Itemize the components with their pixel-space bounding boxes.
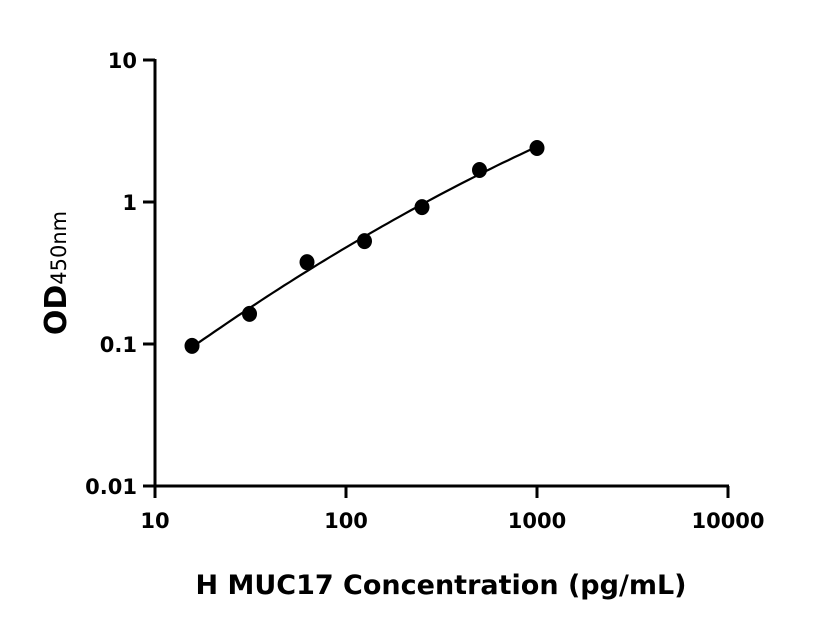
data-point bbox=[414, 199, 430, 216]
data-point bbox=[529, 140, 545, 157]
y-tick-label: 10 bbox=[108, 49, 137, 73]
data-point bbox=[357, 233, 373, 250]
y-tick-label: 1 bbox=[122, 191, 137, 215]
y-axis-label-subscript: 450nm bbox=[47, 211, 71, 285]
x-tick-label: 1000 bbox=[508, 509, 566, 533]
x-tick-label: 100 bbox=[324, 509, 368, 533]
data-point bbox=[242, 305, 258, 322]
y-tick-label: 0.1 bbox=[100, 333, 137, 357]
data-point bbox=[299, 254, 315, 271]
data-point bbox=[184, 337, 200, 354]
x-tick-label: 10 bbox=[140, 509, 169, 533]
y-tick-label: 0.01 bbox=[85, 475, 137, 499]
x-axis-label: H MUC17 Concentration (pg/mL) bbox=[195, 570, 686, 601]
data-point bbox=[472, 162, 488, 179]
axes: 10 100 1000 10000 0.01 0.1 1 10 bbox=[85, 49, 764, 533]
data-points bbox=[184, 140, 545, 354]
y-axis-label: OD450nm bbox=[39, 211, 74, 335]
y-axis-label-main: OD bbox=[39, 285, 74, 335]
x-tick-label: 10000 bbox=[691, 509, 764, 533]
